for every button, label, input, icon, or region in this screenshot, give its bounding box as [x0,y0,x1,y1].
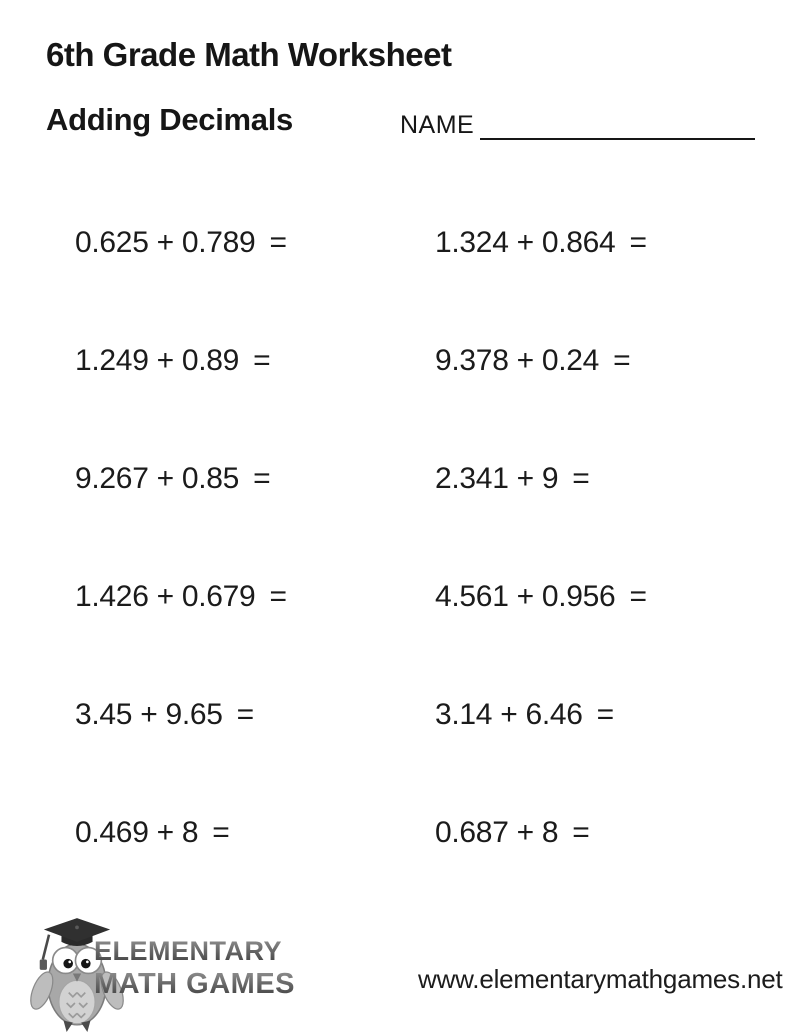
problem-expression: 0.469 + 8 [75,816,199,849]
equals-sign: = [269,580,287,613]
problem-row: 0.687 + 8 = [435,813,647,853]
problem-row: 0.469 + 8 = [75,813,287,853]
problem-row: 2.341 + 9 = [435,459,647,499]
problem-row: 1.426 + 0.679 = [75,577,287,617]
name-blank-line [480,108,755,140]
name-field: NAME [400,108,755,140]
equals-sign: = [253,462,271,495]
problems-column-left: 0.625 + 0.789 = 1.249 + 0.89 = 9.267 + 0.8… [75,223,287,931]
problem-expression: 3.14 + 6.46 [435,698,583,731]
equals-sign: = [269,226,287,259]
equals-sign: = [572,462,590,495]
problem-expression: 9.267 + 0.85 [75,462,240,495]
equals-sign: = [572,816,590,849]
equals-sign: = [212,816,230,849]
equals-sign: = [253,344,271,377]
equals-sign: = [596,698,615,731]
equals-sign: = [613,344,631,377]
owl-graduate-icon [30,916,124,1032]
equals-sign: = [629,226,647,259]
worksheet-subtitle: Adding Decimals [46,102,293,137]
name-label: NAME [400,111,475,139]
logo-wordmark: ELEMENTARY MATH GAMES [94,938,295,999]
problem-row: 3.14 + 6.46 = [435,695,647,735]
problem-row: 4.561 + 0.956 = [435,577,647,617]
problem-row: 9.378 + 0.24 = [435,341,647,381]
problem-expression: 2.341 + 9 [435,462,559,495]
problem-expression: 4.561 + 0.956 [435,580,616,613]
equals-sign: = [629,580,647,613]
problem-expression: 3.45 + 9.65 [75,698,223,731]
problem-row: 0.625 + 0.789 = [75,223,287,263]
logo-line-1: ELEMENTARY [94,938,295,965]
problem-row: 3.45 + 9.65 = [75,695,287,735]
problem-expression: 1.249 + 0.89 [75,344,240,377]
problem-row: 1.249 + 0.89 = [75,341,287,381]
equals-sign: = [236,698,255,731]
problem-expression: 1.324 + 0.864 [435,226,616,259]
website-url: www.elementarymathgames.net [418,964,783,994]
problem-expression: 1.426 + 0.679 [75,580,256,613]
page-title: 6th Grade Math Worksheet [46,36,452,73]
problem-row: 1.324 + 0.864 = [435,223,647,263]
problems-column-right: 1.324 + 0.864 = 9.378 + 0.24 = 2.341 + 9 = … [435,223,647,931]
problem-expression: 0.625 + 0.789 [75,226,256,259]
problem-row: 9.267 + 0.85 = [75,459,287,499]
problem-expression: 9.378 + 0.24 [435,344,600,377]
problem-expression: 0.687 + 8 [435,816,559,849]
logo-line-2: MATH GAMES [94,968,296,1000]
